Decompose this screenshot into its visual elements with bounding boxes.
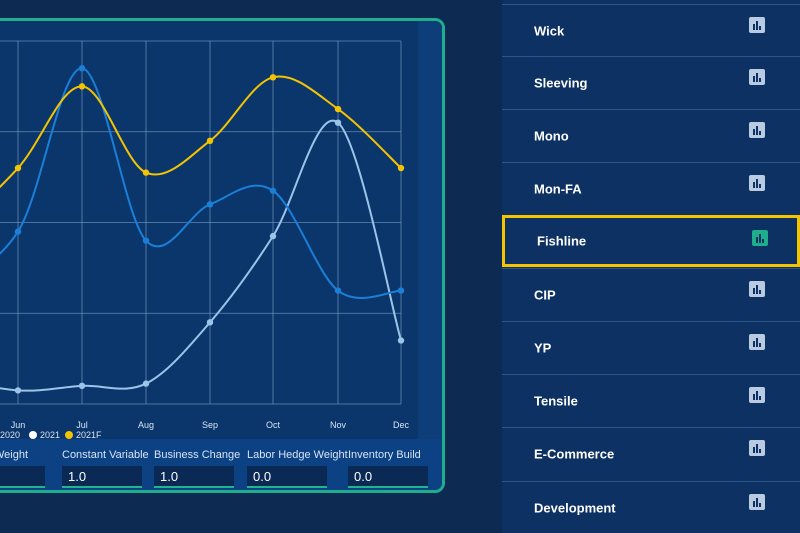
data-point-2020 — [142, 237, 150, 244]
bar-chart-icon[interactable] — [749, 334, 765, 350]
sidebar-item-label: Mono — [534, 128, 569, 143]
x-tick-label: Nov — [330, 420, 347, 430]
control-label: Business Change — [154, 449, 241, 461]
control-field-group: Inventory Build 0.0 — [348, 449, 428, 488]
data-point-2021F — [142, 169, 150, 176]
sidebar-item-development[interactable]: Development — [502, 481, 800, 533]
data-point-2021 — [78, 382, 86, 390]
bar-chart-icon[interactable] — [749, 17, 765, 33]
control-field-group: Business Change 1.0 — [154, 449, 240, 488]
data-point-2020 — [14, 228, 22, 235]
data-point-2021 — [14, 387, 22, 394]
sidebar-item-mono[interactable]: Mono — [502, 109, 800, 161]
controls-bar: ic Weight Constant Variable 1.0 Business… — [0, 439, 442, 490]
bar-chart-icon[interactable] — [749, 440, 765, 456]
data-point-2021F — [206, 137, 214, 145]
sidebar-item-label: Sleeving — [534, 75, 588, 90]
control-label: ic Weight — [0, 449, 29, 461]
legend-label: 2021F — [76, 430, 102, 439]
sidebar-item-label: Fishline — [537, 233, 587, 249]
business-change-input[interactable]: 1.0 — [154, 466, 234, 488]
data-point-2020 — [206, 201, 214, 208]
plot-background — [0, 21, 442, 439]
sidebar-item-wick[interactable]: Wick — [502, 4, 800, 56]
plot-gutter — [418, 21, 442, 439]
sidebar-item-yp[interactable]: YP — [502, 321, 800, 373]
sidebar-item-label: YP — [534, 340, 552, 355]
data-point-2021 — [269, 232, 277, 240]
sidebar-item-fishline[interactable]: Fishline — [502, 215, 800, 267]
bar-chart-icon[interactable] — [752, 230, 768, 246]
sidebar-item-tensile[interactable]: Tensile — [502, 374, 800, 426]
sidebar-item-cip[interactable]: CIP — [502, 268, 800, 320]
series-line-2021F — [0, 75, 402, 189]
sidebar-item-label: Development — [534, 500, 616, 515]
control-label: Labor Hedge Weight — [247, 449, 348, 461]
sidebar-item-sleeving[interactable]: Sleeving — [502, 56, 800, 108]
data-point-2021F — [269, 74, 277, 81]
weight-input[interactable] — [0, 466, 45, 488]
bar-chart-icon[interactable] — [749, 122, 765, 138]
legend-label: 2020 — [0, 430, 20, 439]
control-field-group: Labor Hedge Weight 0.0 — [247, 449, 348, 488]
chart-panel: Jun Jul Aug Sep Oct Nov Dec 2020 2021 2021F ic We… — [0, 18, 445, 493]
sidebar-item-e-commerce[interactable]: E-Commerce — [502, 427, 800, 479]
data-point-2021 — [206, 319, 214, 326]
sidebar-item-label: E-Commerce — [534, 446, 615, 461]
data-point-2020 — [78, 65, 86, 72]
sidebar-item-label: Tensile — [534, 393, 578, 408]
x-tick-label: Aug — [138, 420, 154, 430]
x-tick-label: Jul — [76, 420, 88, 430]
labor-hedge-weight-input[interactable]: 0.0 — [247, 466, 327, 488]
x-tick-label: Jun — [11, 420, 26, 430]
control-label: Inventory Build — [348, 449, 421, 461]
data-point-2021F — [397, 164, 405, 172]
line-chart: Jun Jul Aug Sep Oct Nov Dec 2020 2021 2021F — [0, 21, 442, 439]
constant-variable-input[interactable]: 1.0 — [62, 466, 142, 488]
sidebar-item-label: Wick — [534, 23, 565, 38]
bar-chart-icon[interactable] — [749, 281, 765, 297]
x-tick-label: Dec — [393, 420, 410, 430]
data-point-2021 — [397, 337, 405, 344]
data-point-2021F — [334, 105, 342, 113]
data-point-2021F — [78, 83, 86, 90]
series-line-2020 — [0, 67, 402, 299]
sidebar-item-label: CIP — [534, 287, 556, 302]
legend-label: 2021 — [40, 430, 60, 439]
control-field-group: ic Weight — [0, 449, 45, 488]
legend-marker — [65, 431, 73, 439]
sidebar: Wick Sleeving Mono Mon-FA Fishline CIP YP Tensi… — [502, 0, 800, 533]
bar-chart-icon[interactable] — [749, 175, 765, 191]
data-point-2021F — [14, 164, 22, 172]
data-point-2021 — [334, 119, 342, 126]
sidebar-item-label: Mon-FA — [534, 181, 582, 196]
bar-chart-icon[interactable] — [749, 387, 765, 403]
x-tick-label: Oct — [266, 420, 281, 430]
data-point-2020 — [397, 287, 405, 294]
inventory-build-input[interactable]: 0.0 — [348, 466, 428, 488]
legend-marker — [29, 431, 37, 439]
bar-chart-icon[interactable] — [749, 69, 765, 85]
x-tick-label: Sep — [202, 420, 218, 430]
data-point-2020 — [269, 187, 277, 194]
sidebar-item-mon-fa[interactable]: Mon-FA — [502, 162, 800, 214]
control-label: Constant Variable — [62, 449, 149, 461]
control-field-group: Constant Variable 1.0 — [62, 449, 149, 488]
bar-chart-icon[interactable] — [749, 494, 765, 510]
data-point-2021 — [142, 380, 150, 387]
data-point-2020 — [334, 287, 342, 294]
